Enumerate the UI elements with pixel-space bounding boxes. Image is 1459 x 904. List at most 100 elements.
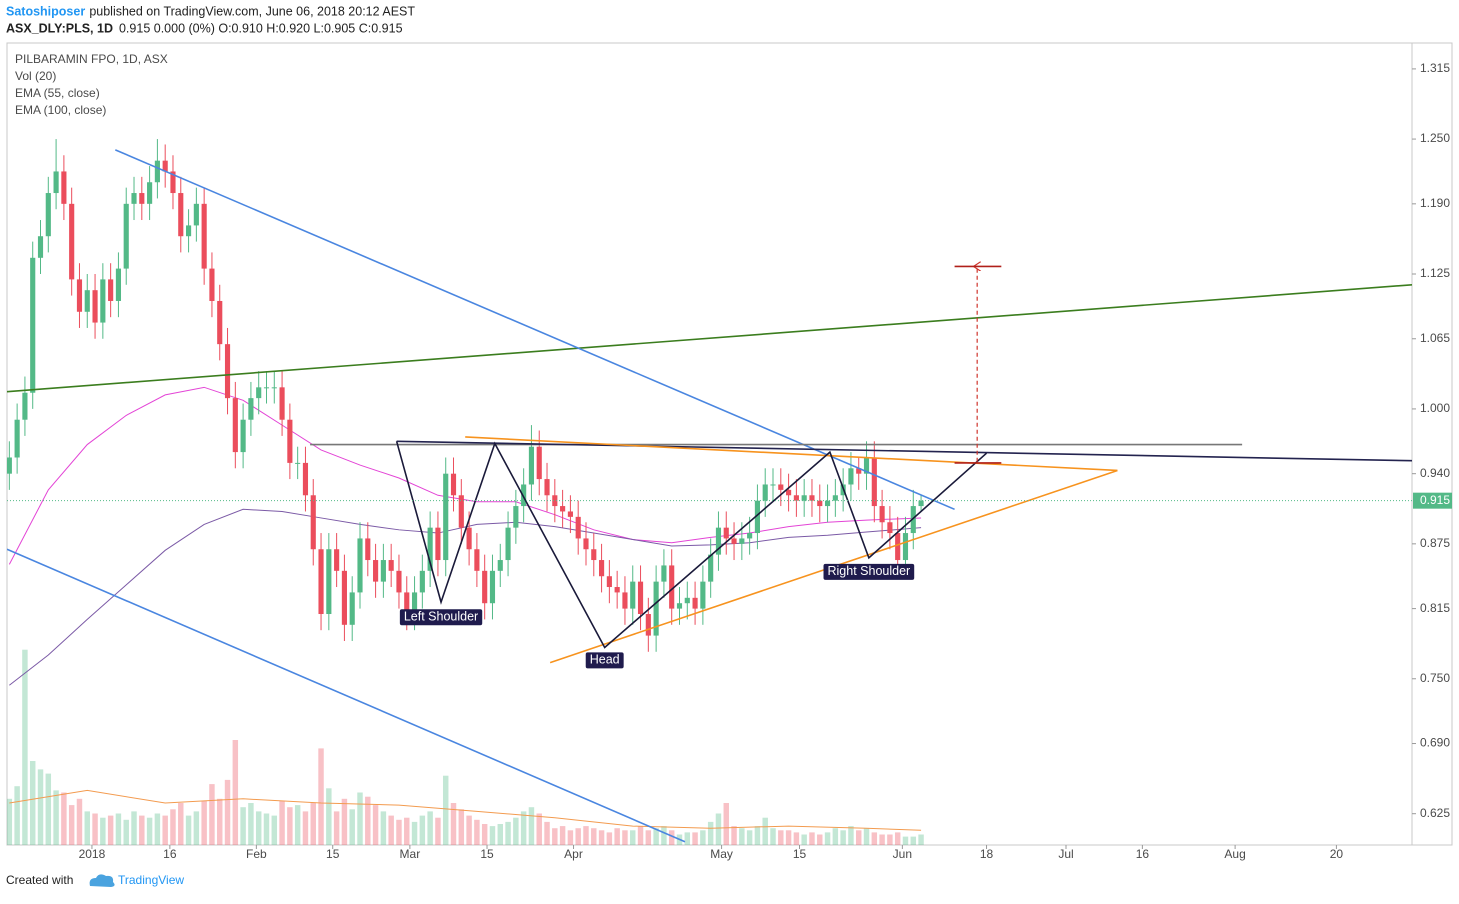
volume-bar bbox=[700, 830, 706, 845]
candle-body bbox=[700, 581, 706, 609]
x-tick-label: 20 bbox=[1330, 847, 1344, 861]
y-tick-label: 0.690 bbox=[1420, 736, 1450, 750]
y-tick-label: 0.815 bbox=[1420, 601, 1450, 615]
candle-body bbox=[918, 500, 924, 507]
volume-bar bbox=[910, 836, 917, 845]
volume-bar bbox=[146, 817, 153, 845]
volume-bar bbox=[326, 788, 332, 845]
volume-bar bbox=[474, 819, 480, 845]
x-tick-label: Apr bbox=[564, 847, 583, 861]
candle-body bbox=[505, 527, 511, 561]
volume-bar bbox=[248, 803, 254, 845]
volume-bar bbox=[793, 832, 800, 845]
volume-bar bbox=[575, 828, 581, 845]
symbol: ASX_DLY:PLS, 1D bbox=[6, 21, 113, 35]
candle-body bbox=[139, 193, 145, 204]
x-tick-label: 15 bbox=[480, 847, 494, 861]
volume-bar bbox=[310, 803, 316, 845]
volume-bar bbox=[770, 828, 776, 845]
candle-body bbox=[380, 560, 386, 582]
volume-bar bbox=[528, 807, 535, 845]
volume-bar bbox=[598, 830, 605, 845]
volume-bar bbox=[668, 830, 675, 845]
candle-body bbox=[902, 533, 909, 561]
candle-body bbox=[365, 538, 371, 561]
volume-bar bbox=[497, 824, 503, 845]
chart-title: PILBARAMIN FPO, 1D, ASX bbox=[15, 52, 168, 66]
candle-body bbox=[645, 614, 651, 636]
candle-body bbox=[341, 570, 347, 625]
candle-body bbox=[256, 387, 262, 399]
volume-bar bbox=[707, 821, 714, 845]
candle-body bbox=[178, 193, 184, 237]
candle-body bbox=[871, 457, 877, 507]
candle-body bbox=[489, 570, 496, 604]
volume-bar bbox=[271, 815, 278, 845]
volume-bar bbox=[411, 821, 418, 845]
candle-body bbox=[848, 468, 854, 485]
volume-bar bbox=[419, 815, 426, 845]
candle-body bbox=[637, 581, 644, 615]
volume-bar bbox=[887, 834, 893, 845]
x-tick-label: 16 bbox=[163, 847, 177, 861]
candle-body bbox=[185, 225, 192, 237]
volume-bar bbox=[76, 798, 83, 845]
volume-bar bbox=[255, 811, 262, 845]
candle-body bbox=[193, 203, 199, 226]
candle-body bbox=[513, 506, 519, 528]
volume-bar bbox=[902, 836, 909, 845]
x-tick-label: 15 bbox=[326, 847, 340, 861]
volume-bar bbox=[115, 813, 122, 845]
candle-body bbox=[692, 597, 698, 609]
candle-body bbox=[653, 581, 659, 636]
y-tick-label: 1.250 bbox=[1420, 131, 1450, 145]
volume-bar bbox=[513, 817, 519, 845]
volume-bar bbox=[442, 775, 449, 845]
volume-bar bbox=[684, 832, 691, 845]
candle-body bbox=[793, 495, 799, 501]
candle-body bbox=[778, 484, 784, 490]
x-tick-label: Aug bbox=[1224, 847, 1245, 861]
published: published on TradingView.com, June 06, 2… bbox=[89, 4, 415, 18]
volume-bar bbox=[762, 817, 768, 845]
author[interactable]: Satoshiposer bbox=[6, 4, 85, 18]
candle-body bbox=[856, 468, 862, 474]
y-tick-label: 1.125 bbox=[1420, 266, 1450, 280]
drawing-line bbox=[465, 436, 1118, 472]
candle-body bbox=[349, 592, 355, 625]
candle-body bbox=[661, 565, 667, 582]
candle-body bbox=[606, 576, 612, 588]
axes: 1.315 1.250 1.190 1.125 1.065 1.000 0.940 0.875… bbox=[79, 61, 1452, 861]
candle-body bbox=[863, 457, 870, 474]
y-tick-label: 0.750 bbox=[1420, 671, 1450, 685]
legend-volume: Vol (20) bbox=[15, 69, 56, 83]
candle-body bbox=[450, 473, 457, 496]
volume-bar bbox=[427, 811, 433, 845]
footer-brand[interactable]: TradingView bbox=[118, 873, 184, 887]
last-price-label: 0.915 bbox=[1420, 493, 1450, 507]
volume-bar bbox=[178, 803, 184, 845]
volume-bar bbox=[567, 830, 574, 845]
annotation-label: Right Shoulder bbox=[828, 564, 911, 578]
candle-body bbox=[248, 398, 254, 420]
candle-body bbox=[567, 511, 573, 517]
candle-body bbox=[521, 484, 527, 507]
volume-bar bbox=[61, 792, 67, 845]
logo[interactable] bbox=[89, 874, 115, 887]
candle-body bbox=[201, 203, 207, 269]
x-tick-label: May bbox=[710, 847, 733, 861]
volume-bar bbox=[614, 828, 620, 845]
candle-body bbox=[310, 495, 316, 550]
annotation-box bbox=[585, 652, 624, 669]
volume-pane bbox=[7, 649, 924, 845]
candle-body bbox=[388, 560, 394, 571]
volume-ma bbox=[9, 789, 922, 831]
volume-bar bbox=[645, 830, 652, 845]
x-tick-label: 18 bbox=[980, 847, 994, 861]
volume-bar bbox=[193, 811, 200, 845]
last-price-box bbox=[1413, 492, 1452, 509]
candle-body bbox=[466, 527, 472, 550]
candle-body bbox=[334, 549, 340, 571]
chart-frame bbox=[6, 42, 1453, 846]
volume-bar bbox=[217, 798, 223, 845]
